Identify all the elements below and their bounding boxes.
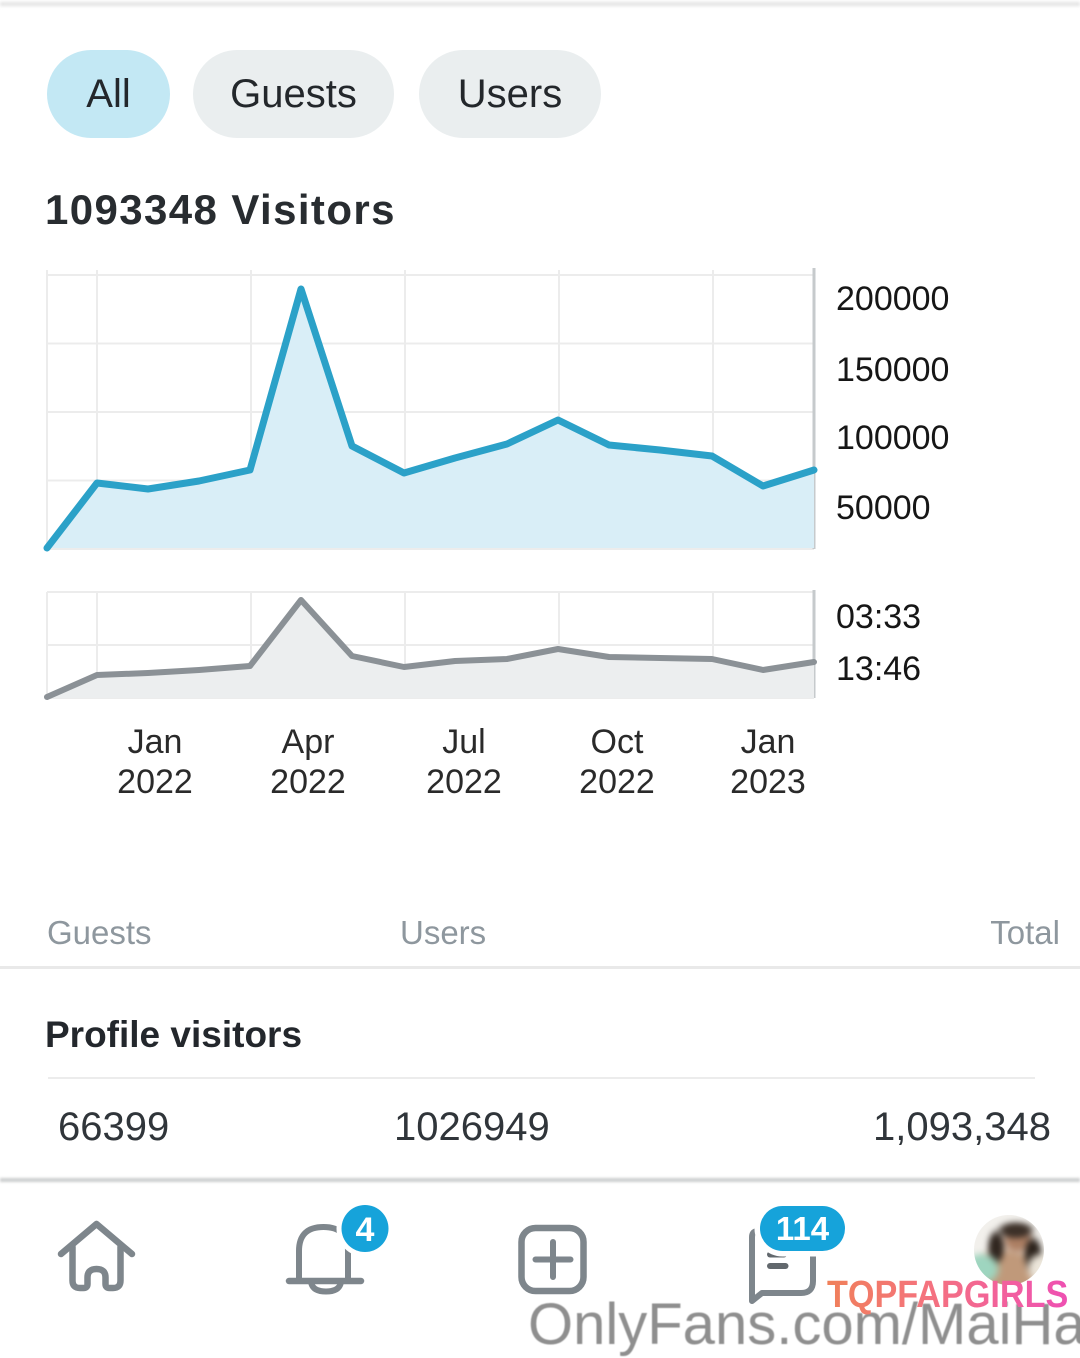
svg-text:114: 114 bbox=[776, 1210, 830, 1247]
svg-text:4: 4 bbox=[356, 1211, 375, 1249]
